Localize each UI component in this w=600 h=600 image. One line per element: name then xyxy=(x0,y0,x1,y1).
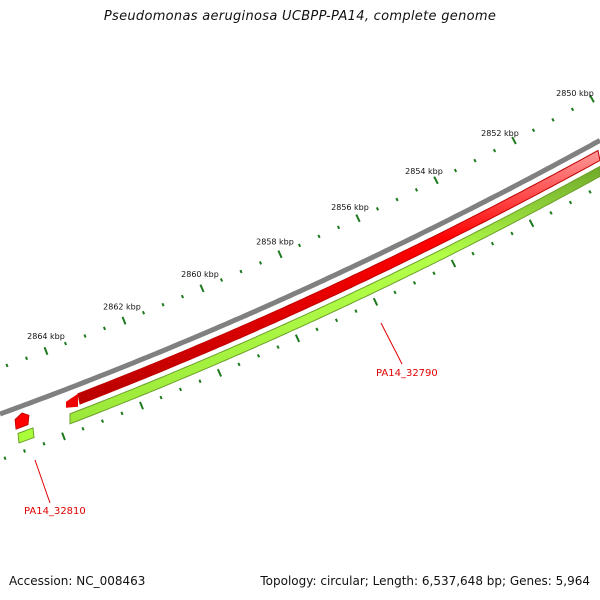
scale-label: 2850 kbp xyxy=(556,89,594,98)
inner-scale-tick xyxy=(216,368,223,377)
inner-scale-tick xyxy=(354,309,358,314)
scale-label: 2854 kbp xyxy=(405,167,443,176)
inner-scale-tick xyxy=(490,241,495,246)
gene-labels: PA14_32790 PA14_32810 xyxy=(24,322,438,517)
scale-tick xyxy=(317,234,321,239)
scale-tick xyxy=(492,148,497,153)
accession-text: Accession: NC_008463 xyxy=(9,574,146,588)
scale-label: 2858 kbp xyxy=(256,237,294,246)
inner-scale-tick xyxy=(81,426,85,431)
gene-label[interactable]: PA14_32790 xyxy=(376,368,438,379)
genome-summary: Topology: circular; Length: 6,537,648 bp… xyxy=(260,574,590,588)
scale-tick xyxy=(531,128,536,133)
scale-label: 2852 kbp xyxy=(481,129,519,138)
inner-scale-tick xyxy=(334,318,339,323)
inner-scale-tick xyxy=(120,411,124,416)
scale-tick xyxy=(414,188,419,192)
inner-scale-ticks xyxy=(3,189,592,461)
inner-scale-tick xyxy=(315,327,319,332)
inner-scale-tick xyxy=(471,251,475,256)
scale-tick xyxy=(102,326,107,331)
gene-PA14_32810-reverse xyxy=(17,427,35,444)
scale-tick xyxy=(180,294,185,299)
scale-tick xyxy=(83,334,87,338)
scale-tick xyxy=(473,158,477,163)
gene-leader-line xyxy=(380,322,403,365)
inner-scale-tick xyxy=(432,271,436,276)
inner-scale-tick xyxy=(256,353,261,358)
inner-scale-tick xyxy=(237,362,241,367)
scale-tick xyxy=(589,94,595,103)
scale-label: 2860 kbp xyxy=(181,270,219,279)
gene-label[interactable]: PA14_32810 xyxy=(24,506,86,517)
scale-tick xyxy=(551,117,555,122)
inner-scale-tick xyxy=(549,211,553,215)
scale-tick xyxy=(258,261,263,265)
inner-scale-tick xyxy=(528,219,535,228)
scale-tick xyxy=(570,107,575,112)
inner-scale-tick xyxy=(23,449,26,453)
scale-tick xyxy=(511,136,517,145)
inner-scale-tick xyxy=(42,441,46,446)
inner-scale-tick xyxy=(139,401,144,410)
scale-tick xyxy=(453,168,458,173)
scale-tick xyxy=(277,250,283,259)
scale-label: 2864 kbp xyxy=(27,332,65,341)
scale-tick xyxy=(121,316,127,325)
scale-tick xyxy=(297,243,302,248)
gene-PA14_32790-forward xyxy=(77,149,600,405)
inner-scale-tick xyxy=(100,419,105,424)
inner-scale-tick xyxy=(510,231,514,236)
scale-tick xyxy=(336,225,341,230)
inner-scale-tick xyxy=(276,345,280,349)
inner-scale-tick xyxy=(568,200,573,205)
gene-tracks xyxy=(14,149,600,444)
inner-scale-tick xyxy=(178,387,183,392)
scale-tick xyxy=(43,346,49,356)
scale-tick xyxy=(433,176,439,185)
gene-PA14_32790-reverse xyxy=(69,165,600,425)
inner-scale-tick xyxy=(294,334,301,343)
inner-scale-tick xyxy=(372,297,379,306)
inner-scale-tick xyxy=(412,281,417,285)
inner-scale-tick xyxy=(450,259,457,268)
scale-labels: 2850 kbp 2852 kbp 2854 kbp 2856 kbp 2858 kbp… xyxy=(27,89,594,341)
scale-tick xyxy=(5,363,9,368)
genome-backbone xyxy=(0,138,600,417)
inner-scale-tick xyxy=(198,379,202,384)
scale-tick xyxy=(219,278,224,282)
scale-tick xyxy=(239,269,243,274)
inner-scale-tick xyxy=(588,189,592,194)
scale-ticks xyxy=(5,94,595,368)
scale-label: 2862 kbp xyxy=(103,302,141,311)
inner-scale-tick xyxy=(159,395,163,400)
scale-tick xyxy=(375,207,380,211)
scale-tick xyxy=(161,302,165,307)
scale-label: 2856 kbp xyxy=(331,203,369,212)
scale-tick xyxy=(395,197,399,202)
inner-scale-tick xyxy=(393,290,397,295)
scale-tick xyxy=(355,214,361,223)
inner-scale-tick xyxy=(3,456,7,461)
gene-arrow-head xyxy=(66,393,78,408)
map-title: Pseudomonas aeruginosa UCBPP-PA14, compl… xyxy=(103,9,497,24)
inner-scale-tick xyxy=(61,432,66,441)
gene-leader-line xyxy=(34,459,51,504)
scale-tick xyxy=(141,310,146,315)
gene-PA14_32810-forward xyxy=(14,412,30,430)
scale-tick xyxy=(25,356,28,361)
scale-tick xyxy=(199,284,205,293)
scale-tick xyxy=(63,341,68,346)
